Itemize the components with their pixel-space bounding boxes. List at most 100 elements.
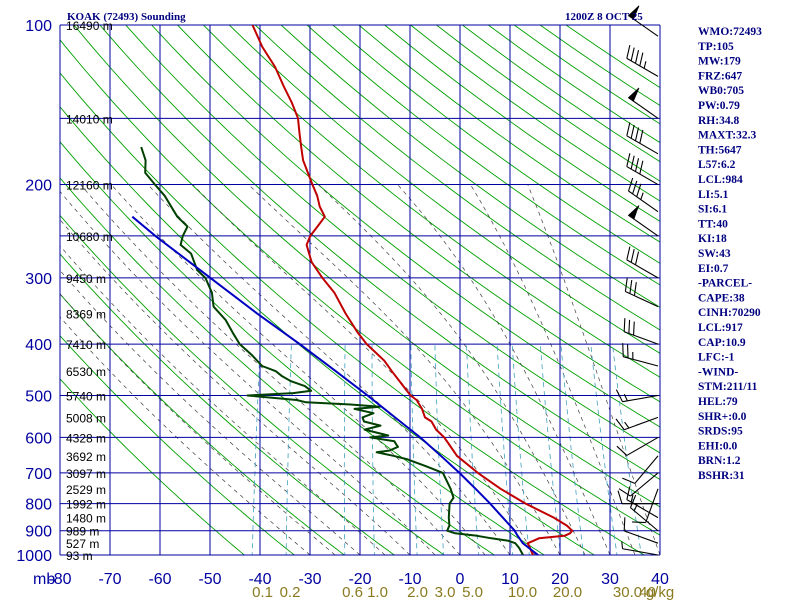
wind-barb-half-feather <box>630 494 634 503</box>
index-line: MAXT:32.3 <box>698 130 756 142</box>
wind-barb-staff <box>626 57 659 77</box>
wind-barb-staff <box>625 290 659 308</box>
index-line: EI:0.7 <box>698 263 729 275</box>
wind-barb-feather <box>630 47 635 61</box>
pressure-label: 800 <box>25 497 52 514</box>
height-label: 10680 m <box>66 230 113 244</box>
wind-barb-feather <box>623 517 626 531</box>
wind-barb-half-feather <box>624 421 630 429</box>
parcel-line <box>131 215 539 555</box>
index-line: CINH:70290 <box>698 307 761 319</box>
index-line: RH:34.8 <box>698 115 739 127</box>
wind-barb-feather <box>624 277 628 292</box>
height-label: 9450 m <box>66 272 106 286</box>
temperature-tick-label: -50 <box>198 571 221 588</box>
height-label: 14010 m <box>66 112 113 126</box>
wind-barb-feather <box>634 127 640 141</box>
mixing-ratio-line <box>539 344 562 555</box>
height-label: 3097 m <box>66 467 106 481</box>
index-line: FRZ:647 <box>698 70 742 82</box>
pressure-label: 500 <box>25 388 52 405</box>
wind-barb-pennant <box>627 87 640 102</box>
index-line: BSHR:31 <box>698 470 745 482</box>
profile-lines <box>131 25 574 555</box>
wind-barb-feather <box>632 521 646 524</box>
wind-barb-feather <box>634 49 640 64</box>
dewpoint-line <box>140 146 524 555</box>
wind-barb-half-feather <box>643 61 647 69</box>
height-label: 6530 m <box>66 365 106 379</box>
pressure-label: 300 <box>25 271 52 288</box>
index-line: CAP:10.9 <box>698 337 746 349</box>
height-label: 8369 m <box>66 307 106 321</box>
wind-barb-feather <box>632 180 638 195</box>
wind-barb-staff <box>630 507 659 532</box>
mixing-ratio-line <box>496 344 514 555</box>
dry-adiabat-line <box>228 25 660 354</box>
temperature-tick-label: -30 <box>298 571 321 588</box>
height-label: 5740 m <box>66 389 106 403</box>
index-line: SI:6.1 <box>698 204 727 216</box>
index-line: -WIND- <box>698 366 738 378</box>
mixing-ratio-line <box>285 344 292 555</box>
chart-time: 1200Z 8 OCT 25 <box>565 11 643 23</box>
wind-barb-feather <box>629 280 633 294</box>
wind-barb-staff <box>623 530 659 544</box>
index-line: PW:0.79 <box>698 100 740 112</box>
wind-barb-half-feather <box>640 192 644 200</box>
dry-adiabat-line <box>60 72 646 555</box>
wind-barb-feather <box>626 153 631 167</box>
pressure-label: 1000 <box>16 548 52 565</box>
wind-barb-feather <box>615 418 625 431</box>
index-line: EHI:0.0 <box>698 440 738 452</box>
wind-barb-half-feather <box>633 503 638 512</box>
index-line: LCL:917 <box>698 322 743 334</box>
wind-barb-feather <box>633 321 635 336</box>
mixing-ratio-tick-label: 5.0 <box>462 584 483 600</box>
wind-barb-feather <box>617 490 623 504</box>
dry-adiabat-line <box>60 141 546 555</box>
dry-adiabat-line <box>332 25 660 264</box>
pressure-unit-label: mb <box>33 571 55 588</box>
wind-barb-half-feather <box>633 211 637 220</box>
index-line: LFC:-1 <box>698 352 735 364</box>
wind-barb-feather <box>626 246 631 260</box>
temperature-tick-label: 40 <box>651 571 669 588</box>
dry-adiabat-line <box>60 177 496 555</box>
wind-barb-feather <box>639 129 644 144</box>
wind-barb-feather <box>630 124 635 139</box>
index-line: STM:211/11 <box>698 381 758 393</box>
moist-adiabat-line <box>317 184 586 555</box>
height-label: 12160 m <box>66 179 113 193</box>
mixing-ratio-tick-label: 1.0 <box>367 584 388 600</box>
mixing-ratio-line <box>466 344 480 555</box>
dry-adiabat-line <box>60 335 296 555</box>
isobar-isotherm-grid <box>59 24 661 556</box>
mixing-ratio-tick-label: 40 <box>639 584 656 600</box>
dry-adiabat-line <box>60 214 446 555</box>
index-line: -PARCEL- <box>698 278 752 290</box>
mixing-ratio-tick-label: 3.0 <box>435 584 456 600</box>
wind-barb-feather <box>627 177 634 192</box>
wind-barb-staff <box>623 356 659 367</box>
moist-adiabat-line <box>80 184 461 555</box>
index-line: L57:6.2 <box>698 159 736 171</box>
height-label: 527 m <box>66 537 99 551</box>
wind-barb-staff <box>630 472 659 497</box>
index-line: SRDS:95 <box>698 426 743 438</box>
mixing-ratio-line <box>410 344 418 555</box>
pressure-label: 900 <box>25 524 52 541</box>
wind-barb-feather <box>615 389 624 402</box>
pressure-label: 400 <box>25 337 52 354</box>
wind-barb-half-feather <box>623 394 628 402</box>
mixing-ratio-line <box>511 344 530 555</box>
height-label: 1480 m <box>66 512 106 526</box>
index-line: SW:43 <box>698 248 731 260</box>
dry-adiabat-line <box>60 253 396 555</box>
index-panel: WMO:72493 TP:105 MW:179 FRZ:647 WB0:705 PW:0.… <box>698 26 762 482</box>
index-line: TP:105 <box>698 41 734 53</box>
wind-barbs <box>615 5 659 556</box>
dry-adiabat-line <box>60 106 596 555</box>
wind-barb-feather <box>639 52 644 66</box>
